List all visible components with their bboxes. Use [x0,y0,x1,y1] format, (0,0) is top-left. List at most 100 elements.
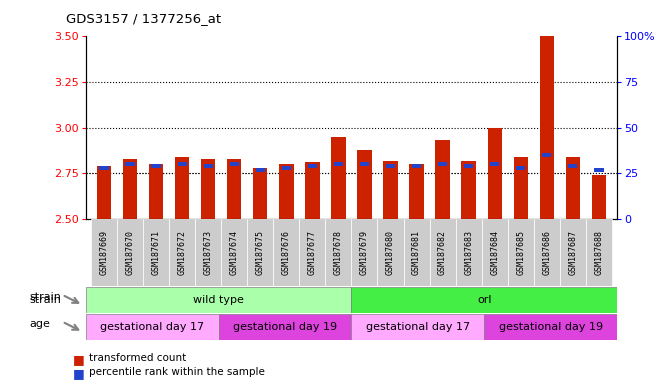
Bar [516,166,525,170]
Bar [308,164,317,168]
Bar [97,166,111,219]
Bar [488,127,502,219]
Bar [409,164,424,219]
Bar [352,314,484,340]
Bar [482,219,508,286]
Bar [542,153,552,157]
Bar [86,314,218,340]
Bar [86,287,352,313]
Bar [300,219,325,286]
Bar [383,161,398,219]
Bar [230,162,239,166]
Bar [534,219,560,286]
Bar [117,219,143,286]
Text: GSM187681: GSM187681 [412,230,421,275]
Text: GSM187686: GSM187686 [543,230,551,275]
Bar [123,159,137,219]
Bar [255,168,265,172]
Text: gestational day 19: gestational day 19 [498,322,603,332]
Bar [464,164,473,168]
Bar [201,159,215,219]
Bar [484,314,617,340]
Text: GSM187676: GSM187676 [282,230,291,275]
Bar [221,219,248,286]
Bar [253,168,267,219]
Bar [279,164,294,219]
Bar [560,219,586,286]
Bar [436,141,449,219]
Bar [248,219,273,286]
Text: transformed count: transformed count [89,353,186,363]
Text: GSM187672: GSM187672 [178,230,187,275]
Bar [151,164,161,168]
Text: gestational day 17: gestational day 17 [100,322,205,332]
Bar [203,164,213,168]
Bar [594,168,603,172]
Text: GSM187687: GSM187687 [568,230,578,275]
Text: GSM187685: GSM187685 [516,230,525,275]
Bar [568,164,578,168]
Text: GDS3157 / 1377256_at: GDS3157 / 1377256_at [66,12,221,25]
Text: GSM187684: GSM187684 [490,230,499,275]
Bar [360,162,369,166]
Bar [100,166,109,170]
Bar [490,162,500,166]
Bar [175,157,189,219]
Bar [305,162,319,219]
Bar [334,162,343,166]
Text: GSM187673: GSM187673 [204,230,213,275]
Bar [455,219,482,286]
Text: GSM187675: GSM187675 [256,230,265,275]
Text: GSM187677: GSM187677 [308,230,317,275]
Bar [195,219,221,286]
Text: GSM187683: GSM187683 [464,230,473,275]
Text: GSM187679: GSM187679 [360,230,369,275]
Bar [143,219,169,286]
Text: age: age [30,319,50,329]
Bar [438,162,447,166]
Bar [592,175,606,219]
Bar [149,164,163,219]
Bar [430,219,455,286]
Bar [125,162,135,166]
Bar [357,150,372,219]
Bar [378,219,403,286]
Text: percentile rank within the sample: percentile rank within the sample [89,367,265,377]
Text: GSM187674: GSM187674 [230,230,239,275]
Text: strain: strain [30,295,61,305]
Text: orl: orl [477,295,492,305]
Text: gestational day 17: gestational day 17 [366,322,470,332]
Bar [325,219,352,286]
Bar [227,159,242,219]
Bar [461,161,476,219]
Text: GSM187669: GSM187669 [100,230,108,275]
Text: GSM187670: GSM187670 [125,230,135,275]
Bar [513,157,528,219]
Text: strain: strain [30,292,61,302]
Bar [352,287,617,313]
Bar [218,314,352,340]
Bar [386,164,395,168]
Bar [178,162,187,166]
Text: GSM187688: GSM187688 [595,230,603,275]
Bar [91,219,117,286]
Bar [169,219,195,286]
Bar [352,219,378,286]
Text: GSM187678: GSM187678 [334,230,343,275]
Bar [540,36,554,219]
Bar [586,219,612,286]
Text: GSM187680: GSM187680 [386,230,395,275]
Text: gestational day 19: gestational day 19 [233,322,337,332]
Bar [508,219,534,286]
Bar [282,166,291,170]
Text: ■: ■ [73,353,84,366]
Bar [273,219,300,286]
Bar [566,157,580,219]
Bar [331,137,346,219]
Text: GSM187682: GSM187682 [438,230,447,275]
Bar [403,219,430,286]
Text: GSM187671: GSM187671 [152,230,160,275]
Text: ■: ■ [73,367,84,380]
Text: wild type: wild type [193,295,244,305]
Bar [412,164,421,168]
